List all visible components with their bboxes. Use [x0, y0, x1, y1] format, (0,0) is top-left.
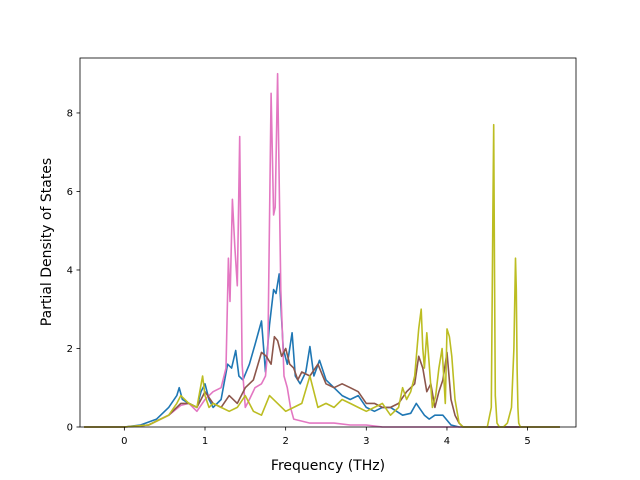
x-tick-label: 1 — [202, 436, 208, 447]
x-tick-label: 5 — [524, 436, 530, 447]
y-axis-ticks: 0 2 4 6 8 — [67, 108, 80, 434]
y-tick-label: 4 — [67, 265, 73, 276]
y-tick-label: 2 — [67, 344, 73, 355]
x-tick-label: 0 — [121, 436, 127, 447]
y-axis-label: Partial Density of States — [39, 158, 55, 326]
x-tick-label: 3 — [363, 436, 369, 447]
x-tick-label: 2 — [282, 436, 288, 447]
x-tick-label: 4 — [444, 436, 450, 447]
x-axis-label: Frequency (THz) — [271, 458, 385, 474]
y-tick-label: 6 — [67, 187, 73, 198]
plot-frame — [79, 57, 577, 428]
series-line-2 — [84, 72, 560, 428]
x-axis-ticks: 0 1 2 3 4 5 — [121, 427, 531, 447]
y-tick-label: 0 — [67, 423, 73, 434]
y-tick-label: 8 — [67, 108, 73, 119]
